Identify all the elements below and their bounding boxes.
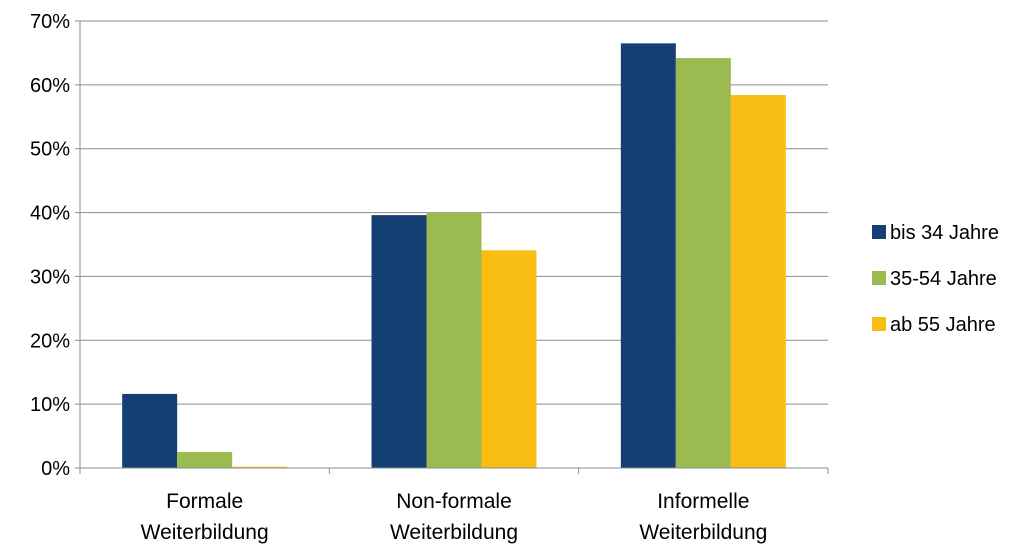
y-tick-label: 10% bbox=[30, 394, 70, 416]
y-tick-labels: 0% 10% 20% 30% 40% 50% 60% 70% bbox=[30, 11, 70, 480]
x-tick-label: Weiterbildung bbox=[141, 521, 269, 544]
bar-ab-55-jahre-2 bbox=[730, 95, 786, 469]
bar-35-54-jahre-0 bbox=[177, 452, 233, 468]
bar-bis-34-jahre-1 bbox=[371, 215, 427, 468]
legend: bis 34 Jahre 35-54 Jahre ab 55 Jahre bbox=[872, 222, 999, 336]
legend-label: ab 55 Jahre bbox=[890, 314, 996, 336]
legend-label: 35-54 Jahre bbox=[890, 268, 997, 290]
y-tick-label: 30% bbox=[30, 266, 70, 288]
y-tick-label: 50% bbox=[30, 139, 70, 161]
bar-35-54-jahre-1 bbox=[426, 212, 482, 468]
x-tick-labels: Formale Weiterbildung Non-formale Weiterbil… bbox=[141, 490, 768, 544]
y-tick-label: 60% bbox=[30, 75, 70, 97]
bar-ab-55-jahre-0 bbox=[232, 466, 288, 468]
x-tick-label: Weiterbildung bbox=[390, 521, 518, 544]
x-tick-label: Weiterbildung bbox=[639, 521, 767, 544]
y-tick-label: 20% bbox=[30, 330, 70, 352]
legend-swatch bbox=[872, 317, 886, 331]
y-tick-label: 70% bbox=[30, 11, 70, 33]
bars bbox=[122, 43, 786, 469]
y-tick-label: 0% bbox=[41, 458, 70, 480]
x-tick-label: Non-formale bbox=[396, 490, 512, 513]
legend-swatch bbox=[872, 271, 886, 285]
bar-35-54-jahre-2 bbox=[675, 58, 731, 469]
axes bbox=[75, 20, 829, 474]
x-tick-label: Informelle bbox=[657, 490, 749, 513]
bar-bis-34-jahre-0 bbox=[122, 393, 178, 468]
legend-swatch bbox=[872, 225, 886, 239]
y-tick-label: 40% bbox=[30, 203, 70, 225]
bar-ab-55-jahre-1 bbox=[481, 250, 537, 468]
legend-label: bis 34 Jahre bbox=[890, 222, 999, 244]
x-tick-label: Formale bbox=[166, 490, 243, 513]
bar-bis-34-jahre-2 bbox=[620, 43, 676, 468]
